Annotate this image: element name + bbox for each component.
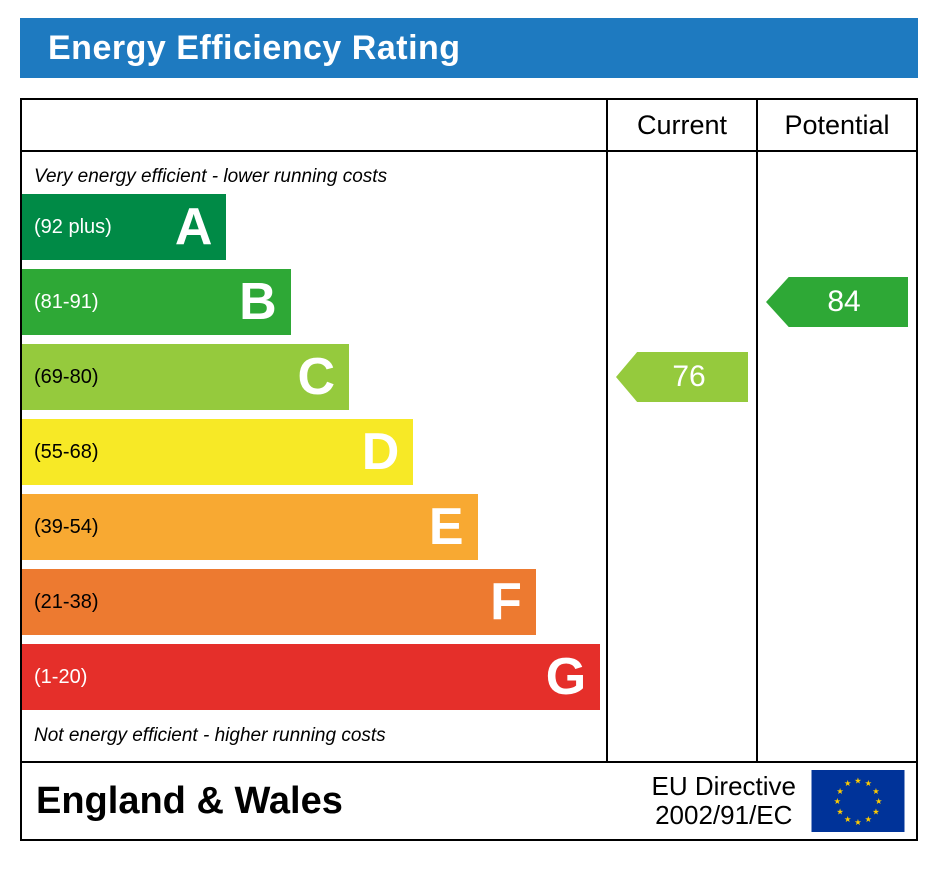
band-f: (21-38) F: [22, 569, 536, 635]
region-label: England & Wales: [36, 779, 343, 822]
chart-title-bar: Energy Efficiency Rating: [20, 18, 918, 78]
band-e: (39-54) E: [22, 494, 478, 560]
svg-text:★: ★: [834, 796, 841, 806]
band-c-letter: C: [297, 348, 336, 406]
eu-directive-label: EU Directive 2002/91/EC: [651, 770, 796, 830]
header-empty-cell: [22, 100, 606, 150]
band-a: (92 plus) A: [22, 194, 227, 260]
current-column-header: Current: [606, 100, 756, 150]
potential-rating-value: 84: [827, 285, 861, 318]
band-row-b: (81-91) B: [22, 269, 606, 344]
band-d: (55-68) D: [22, 419, 414, 485]
svg-text:★: ★: [854, 817, 861, 827]
caption-bottom: Not energy efficient - higher running co…: [34, 725, 386, 746]
potential-rating-arrow: 84: [766, 277, 908, 327]
band-g-range: (1-20): [34, 665, 88, 688]
current-rating-arrow: 76: [616, 352, 748, 402]
eu-directive-line2: 2002/91/EC: [655, 800, 793, 830]
svg-text:★: ★: [844, 814, 851, 824]
table-header-row: Current Potential: [22, 100, 916, 152]
caption-top: Very energy efficient - lower running co…: [34, 166, 388, 187]
band-d-range: (55-68): [34, 440, 99, 463]
potential-column-header: Potential: [756, 100, 916, 150]
band-row-g: (1-20) G: [22, 644, 606, 719]
table-footer-row: England & Wales EU Directive 2002/91/EC …: [22, 761, 916, 839]
band-f-letter: F: [490, 573, 522, 631]
rating-table: Current Potential Very energy efficient …: [20, 98, 918, 841]
band-f-range: (21-38): [34, 590, 99, 613]
table-body-row: Very energy efficient - lower running co…: [22, 152, 916, 761]
eu-directive-line1: EU Directive: [651, 770, 796, 801]
band-d-letter: D: [361, 423, 400, 481]
band-row-e: (39-54) E: [22, 494, 606, 569]
band-row-d: (55-68) D: [22, 419, 606, 494]
eu-flag-icon: ★ ★★★★★★★★★★★: [811, 770, 905, 832]
potential-rating-column: 84: [756, 152, 916, 761]
svg-text:★: ★: [854, 775, 861, 785]
current-rating-value: 76: [672, 360, 706, 393]
band-e-range: (39-54): [34, 515, 99, 538]
current-rating-column: 76: [606, 152, 756, 761]
band-b-letter: B: [239, 273, 277, 331]
svg-text:★: ★: [865, 778, 872, 788]
svg-text:★: ★: [865, 814, 872, 824]
bands-area: Very energy efficient - lower running co…: [22, 152, 606, 761]
band-e-letter: E: [428, 498, 464, 556]
band-g: (1-20) G: [22, 644, 601, 710]
band-b-range: (81-91): [34, 290, 99, 313]
svg-text:★: ★: [872, 786, 879, 796]
band-b: (81-91) B: [22, 269, 291, 335]
svg-text:★: ★: [875, 796, 882, 806]
svg-text:★: ★: [844, 778, 851, 788]
svg-text:★: ★: [836, 786, 843, 796]
band-c: (69-80) C: [22, 344, 350, 410]
band-c-range: (69-80): [34, 365, 99, 388]
band-a-range: (92 plus): [34, 215, 112, 238]
svg-text:★: ★: [836, 806, 843, 816]
band-row-a: (92 plus) A: [22, 194, 606, 269]
band-row-f: (21-38) F: [22, 569, 606, 644]
svg-text:★: ★: [872, 806, 879, 816]
chart-title: Energy Efficiency Rating: [48, 28, 461, 67]
band-row-c: (69-80) C: [22, 344, 606, 419]
band-a-letter: A: [174, 198, 213, 256]
band-g-letter: G: [545, 648, 587, 706]
